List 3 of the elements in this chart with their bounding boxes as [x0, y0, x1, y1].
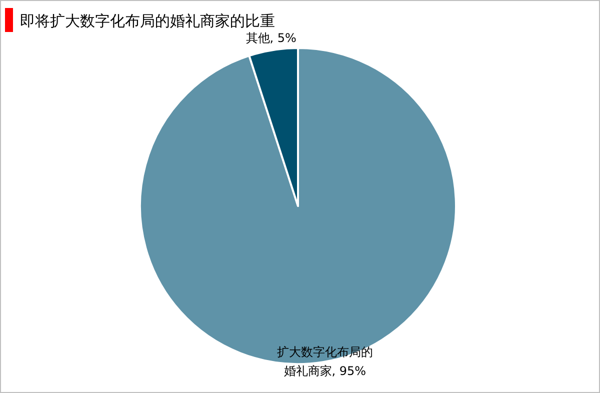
pie-slice: [139, 47, 457, 365]
chart-title: 即将扩大数字化布局的婚礼商家的比重: [20, 12, 275, 30]
slice-label: 其他, 5%: [246, 31, 296, 46]
